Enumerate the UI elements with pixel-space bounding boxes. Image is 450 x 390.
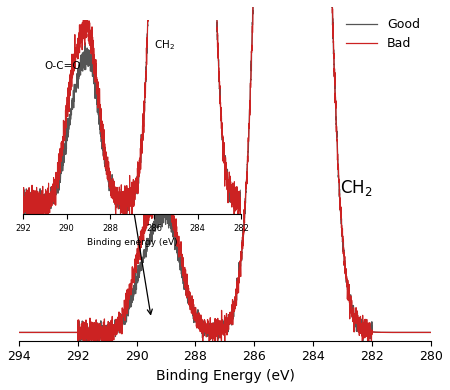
Good <box>428 330 434 335</box>
Bad <box>16 330 22 335</box>
Line: Good: Good <box>19 0 431 347</box>
Bad <box>83 344 88 349</box>
Bad <box>192 318 198 323</box>
Good <box>94 345 100 349</box>
Good <box>88 327 93 332</box>
X-axis label: Binding Energy (eV): Binding Energy (eV) <box>156 369 294 383</box>
Line: Bad: Bad <box>19 0 431 346</box>
Text: CH$_2$: CH$_2$ <box>340 178 372 198</box>
Bad <box>421 330 426 335</box>
Good <box>421 330 426 335</box>
Bad <box>428 330 434 335</box>
Bad <box>63 330 68 335</box>
Good <box>174 250 180 255</box>
Bad <box>88 335 93 339</box>
Text: O-C=O: O-C=O <box>91 77 152 314</box>
Good <box>192 310 198 315</box>
Bad <box>376 330 382 335</box>
Bad <box>174 235 180 239</box>
Good <box>63 330 68 335</box>
Legend: Good, Bad: Good, Bad <box>341 13 425 55</box>
Good <box>16 330 22 335</box>
Good <box>376 330 382 335</box>
